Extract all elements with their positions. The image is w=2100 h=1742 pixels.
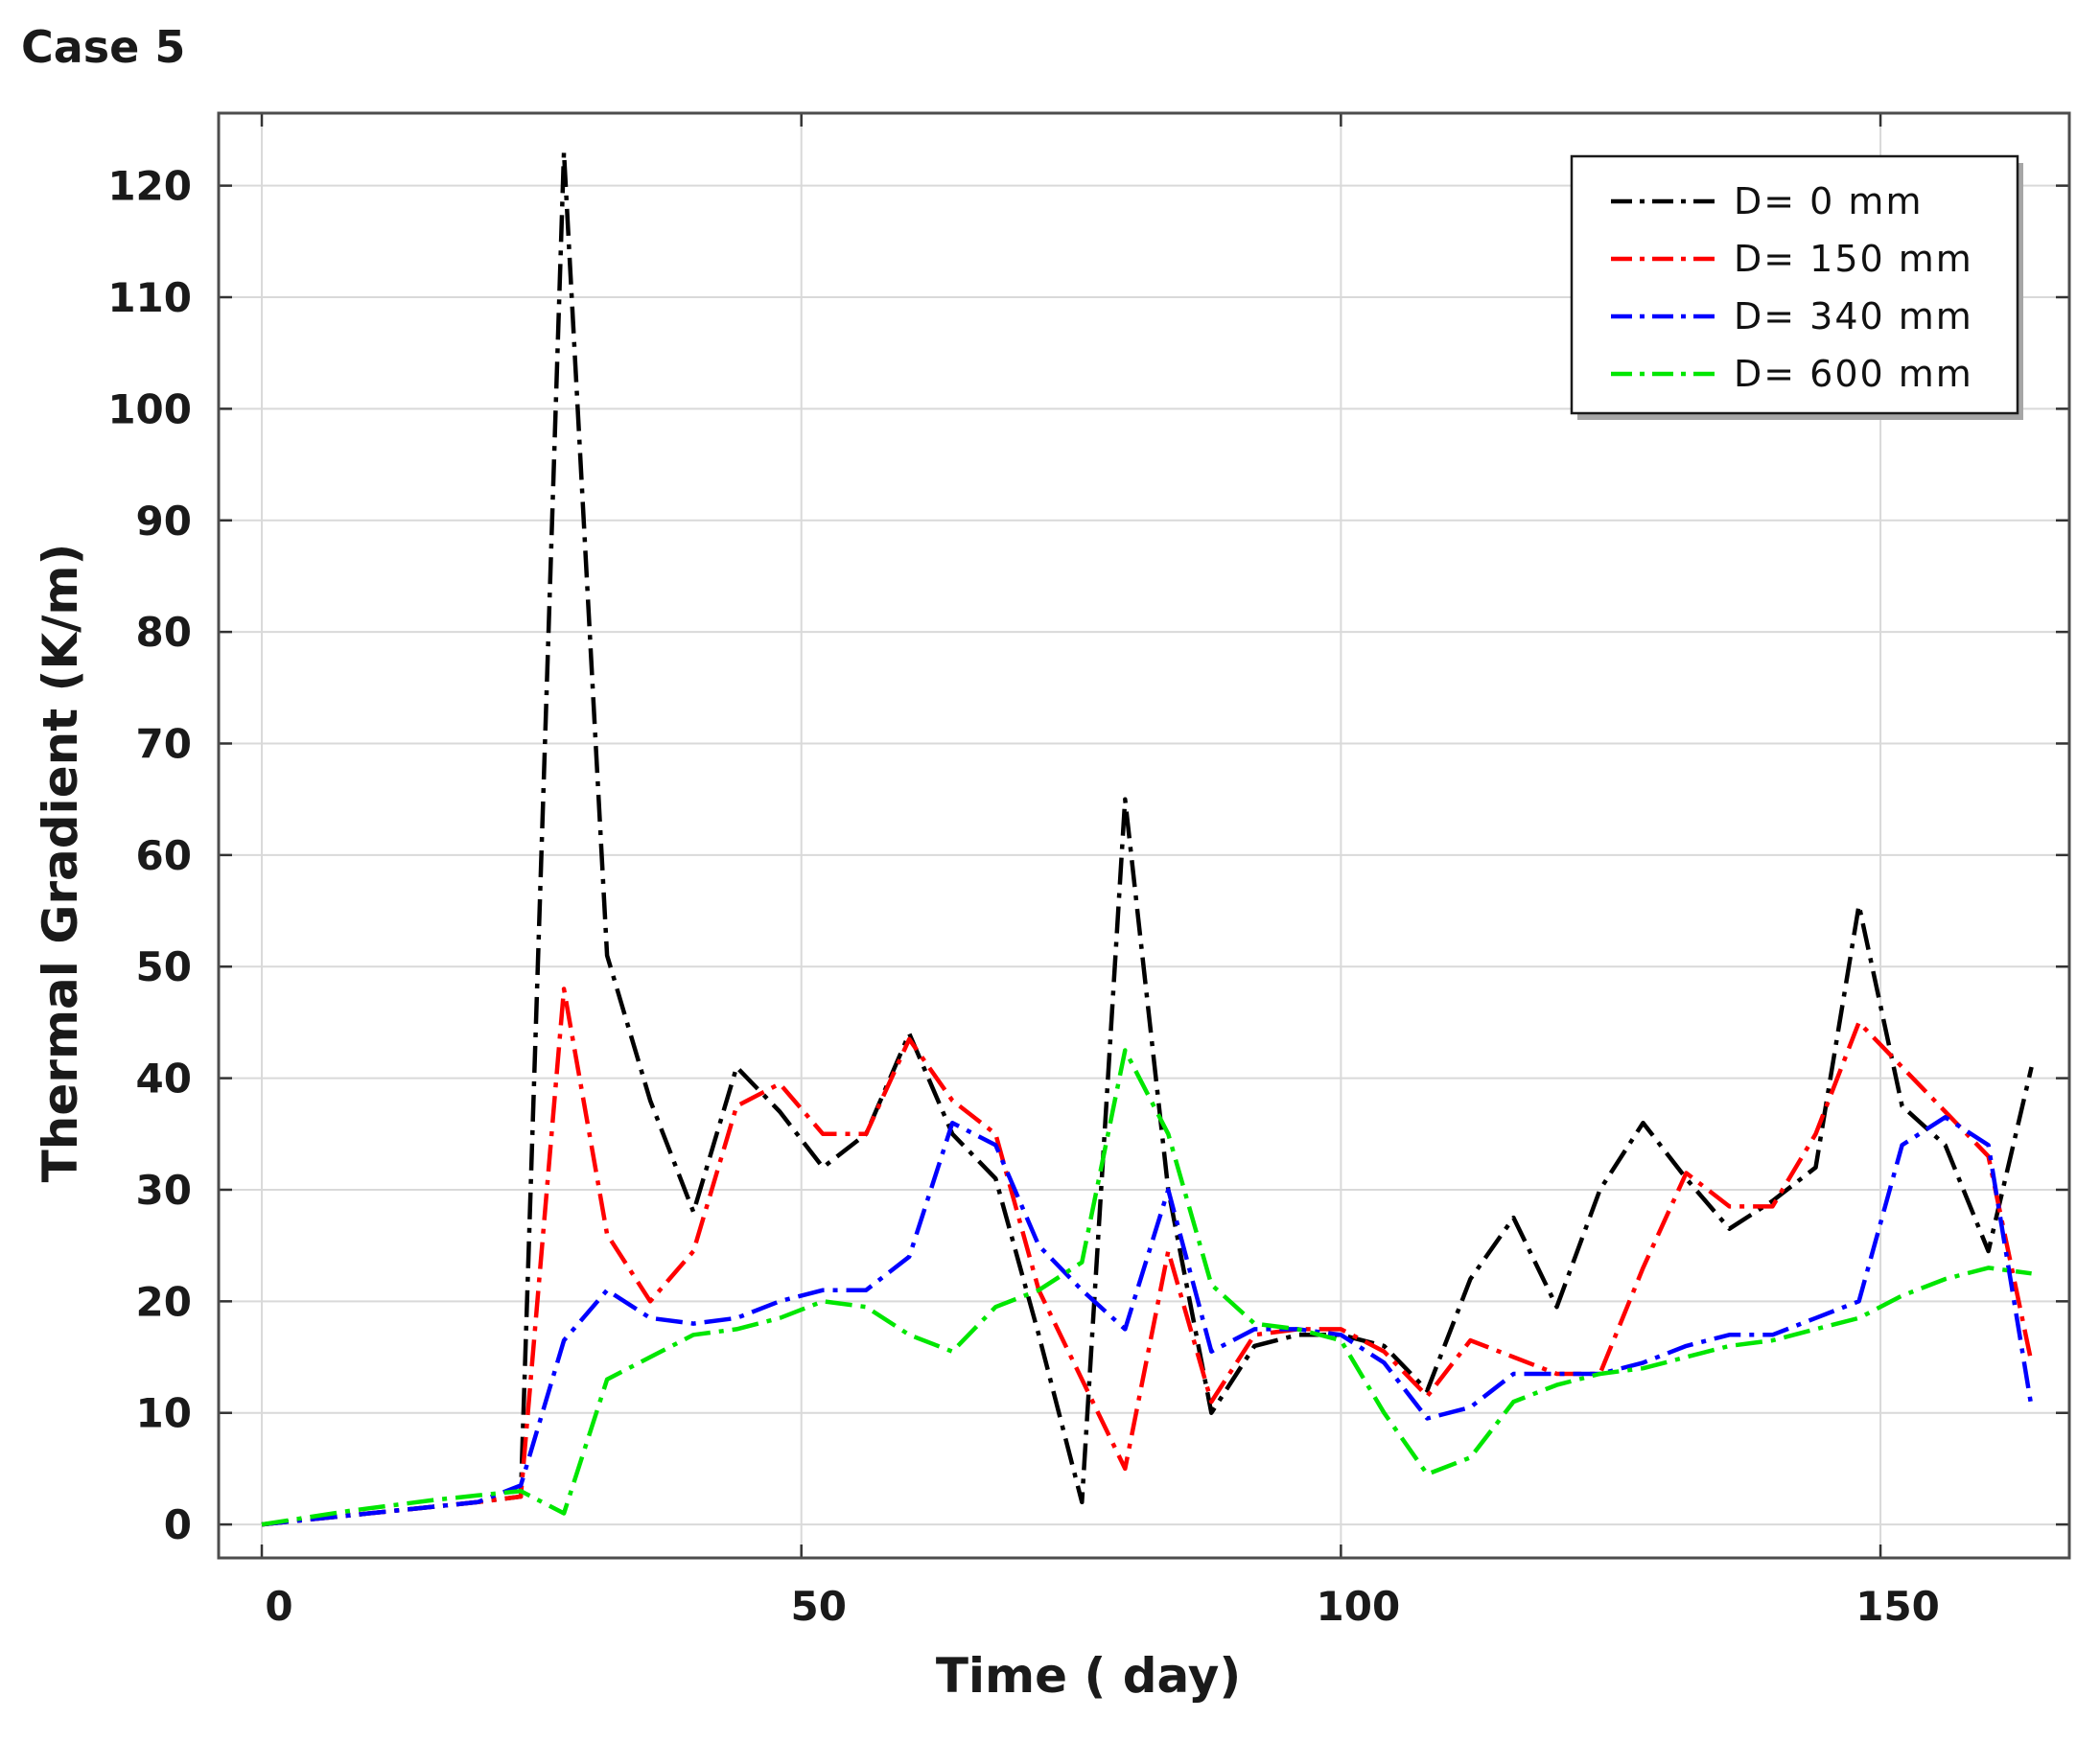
y-tick-label: 60 [136, 832, 192, 879]
legend: D= 0 mm D= 150 mm D= 340 mm D= 600 mm [1570, 154, 2023, 420]
x-tick-label: 50 [790, 1583, 846, 1630]
y-tick-label: 100 [107, 385, 192, 432]
series-line-2 [261, 987, 2034, 1527]
legend-entries: D= 0 mm D= 150 mm D= 340 mm D= 600 mm [1611, 180, 1973, 395]
series-line-1 [261, 150, 2034, 1527]
case-label: Case 5 [21, 21, 185, 73]
legend-label-4: D= 600 mm [1734, 353, 1973, 395]
y-tick-label: 50 [136, 943, 192, 990]
y-tick-label: 10 [136, 1390, 192, 1437]
y-tick-label: 0 [164, 1501, 192, 1548]
y-tick-label: 120 [107, 163, 192, 210]
y-tick-label: 30 [136, 1167, 192, 1214]
x-axis-title: Time ( day) [936, 1648, 1241, 1704]
y-tick-label: 80 [136, 609, 192, 656]
y-axis-title: Thermal Gradient (K/m) [33, 544, 88, 1183]
plot-frame [217, 111, 2071, 1560]
legend-label-2: D= 150 mm [1734, 238, 1973, 280]
x-tick-label: 100 [1317, 1583, 1401, 1630]
series [261, 150, 2034, 1527]
y-tick-label: 110 [107, 274, 192, 321]
y-tick-label: 40 [136, 1056, 192, 1103]
series-line-3 [261, 1115, 2034, 1527]
y-tick-label: 70 [136, 720, 192, 767]
y-tick-label: 90 [136, 498, 192, 545]
legend-label-1: D= 0 mm [1734, 180, 1923, 222]
series-line-4 [261, 1048, 2032, 1527]
legend-box [1570, 154, 2019, 415]
y-tick-label: 20 [136, 1278, 192, 1325]
ticks: 0 50 100 150 0 10 20 30 40 50 60 70 80 90 100 110 120 [107, 113, 2069, 1630]
x-tick-label: 150 [1855, 1583, 1940, 1630]
legend-label-3: D= 340 mm [1734, 295, 1973, 337]
x-tick-label: 0 [265, 1583, 292, 1630]
